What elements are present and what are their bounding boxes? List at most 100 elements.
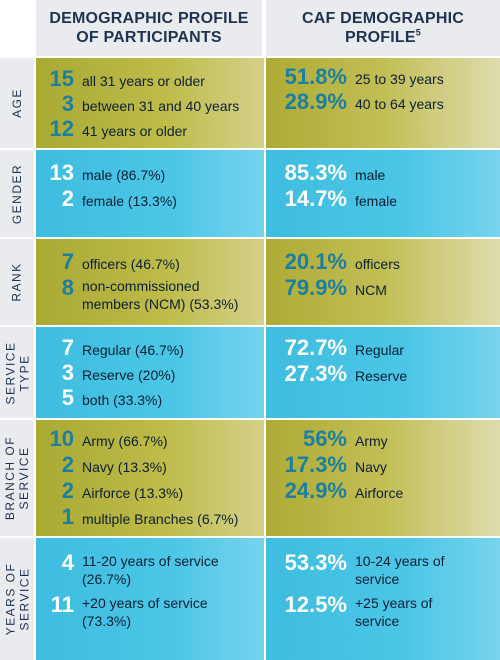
row-label-line2: SERVICE <box>17 567 31 631</box>
row-label-text: RANK <box>10 262 24 302</box>
percent-value: 85.3% <box>284 160 347 185</box>
percent-label: Navy <box>355 459 387 475</box>
percent-label: female <box>355 193 398 209</box>
percent-label: NCM <box>355 282 387 298</box>
count-label: officers (46.7%) <box>82 256 180 272</box>
percent-label: 25 to 39 years <box>355 71 444 87</box>
list-item: 1 multiple Branches (6.7%) <box>42 504 239 529</box>
percent-label: 10-24 years of service <box>355 552 445 588</box>
caf-service-type: 72.7% Regular 27.3% Reserve <box>266 327 500 418</box>
list-item: 3 Reserve (20%) <box>42 360 176 385</box>
percent-value: 53.3% <box>284 550 347 575</box>
percent-value: 24.9% <box>284 478 347 503</box>
percent-label: +25 years of service <box>355 594 432 630</box>
list-item: 72.7% Regular <box>272 337 404 359</box>
participants-branch: 10 Army (66.7%) 2 Navy (13.3%) 2 Airforce (… <box>36 420 264 536</box>
participants-years: 4 11-20 years of service (26.7%) 11 +20 yea… <box>36 538 264 660</box>
row-label-rank: RANK <box>0 239 34 325</box>
count-value: 11 <box>50 592 74 617</box>
participants-service-type: 7 Regular (46.7%) 3 Reserve (20%) 5 both (3… <box>36 327 264 418</box>
list-item: 11 +20 years of service (73.3%) <box>42 594 208 630</box>
list-item: 2 female (13.3%) <box>42 188 177 210</box>
participants-gender: 13 male (86.7%) 2 female (13.3%) <box>36 150 264 237</box>
list-item: 13 male (86.7%) <box>42 162 166 184</box>
list-item: 4 11-20 years of service (26.7%) <box>42 552 219 588</box>
row-label-line2: SERVICE <box>17 446 32 510</box>
percent-label-line1: +25 years of <box>355 595 433 611</box>
count-label-line1: 11-20 years of service <box>82 553 219 569</box>
header-caf: CAF DEMOGRAPHIC PROFILE5 <box>266 0 500 56</box>
percent-label: Army <box>355 433 388 449</box>
count-value: 8 <box>61 275 74 300</box>
row-years-of-service: YEARS OF SERVICE 4 11-20 years of service… <box>0 538 500 660</box>
percent-value: 72.7% <box>284 335 347 360</box>
participants-rank: 7 officers (46.7%) 8 non-commissioned membe… <box>36 239 264 325</box>
footnote-marker: 5 <box>415 27 421 38</box>
count-label: between 31 and 40 years <box>82 98 240 114</box>
percent-label: male <box>355 167 386 183</box>
count-label: 41 years or older <box>82 123 188 139</box>
percent-label: Regular <box>355 342 405 358</box>
count-label: 11-20 years of service (26.7%) <box>82 552 219 588</box>
participants-age: 15 all 31 years or older 3 between 31 and … <box>36 58 264 148</box>
count-value: 3 <box>61 91 74 116</box>
percent-value: 12.5% <box>284 592 347 617</box>
count-label-line2: members (NCM) (53.3%) <box>82 296 239 312</box>
percent-value: 56% <box>302 426 347 451</box>
caf-years: 53.3% 10-24 years of service 12.5% +25 year… <box>266 538 500 660</box>
list-item: 15 all 31 years or older <box>42 68 205 90</box>
list-item: 85.3% male <box>272 160 386 185</box>
row-label-years: YEARS OF SERVICE <box>0 538 34 660</box>
row-label-service-type: SERVICE TYPE <box>0 327 34 418</box>
percent-label: Reserve <box>355 368 408 384</box>
count-label-line1: +20 years of service <box>82 595 208 611</box>
count-value: 2 <box>61 478 74 503</box>
list-item: 79.9% NCM <box>272 277 387 299</box>
count-label-line1: non-commissioned <box>82 278 200 294</box>
percent-value: 17.3% <box>284 452 347 477</box>
header-caf-line1: CAF DEMOGRAPHIC <box>301 10 465 27</box>
percent-label-line1: 10-24 years of <box>355 553 445 569</box>
list-item: 27.3% Reserve <box>272 361 408 386</box>
percent-value: 27.3% <box>284 361 347 386</box>
count-value: 12 <box>49 116 74 141</box>
list-item: 28.9% 40 to 64 years <box>272 91 444 113</box>
count-label: multiple Branches (6.7%) <box>82 511 239 527</box>
list-item: 2 Navy (13.3%) <box>42 454 167 476</box>
header-participants-line2: OF PARTICIPANTS <box>76 29 222 46</box>
list-item: 7 Regular (46.7%) <box>42 337 184 359</box>
list-item: 8 non-commissioned members (NCM) (53.3%) <box>42 275 239 313</box>
row-label-text: BRANCH OF SERVICE <box>3 436 31 520</box>
row-branch-of-service: BRANCH OF SERVICE 10 Army (66.7%) 2 Navy (… <box>0 420 500 536</box>
count-label: female (13.3%) <box>82 193 177 209</box>
count-label: both (33.3%) <box>82 392 163 408</box>
percent-value: 28.9% <box>284 89 347 114</box>
row-label-line1: BRANCH OF <box>3 435 18 521</box>
count-label: non-commissioned members (NCM) (53.3%) <box>82 277 238 313</box>
row-label-text: GENDER <box>10 163 24 224</box>
list-item: 10 Army (66.7%) <box>42 428 168 450</box>
count-value: 7 <box>61 335 74 360</box>
header-participants: DEMOGRAPHIC PROFILE OF PARTICIPANTS <box>36 0 262 56</box>
percent-value: 79.9% <box>284 275 347 300</box>
row-gender: GENDER 13 male (86.7%) 2 female (13.3%) 85… <box>0 150 500 237</box>
list-item: 14.7% female <box>272 188 397 210</box>
caf-age: 51.8% 25 to 39 years 28.9% 40 to 64 years <box>266 58 500 148</box>
list-item: 12 41 years or older <box>42 116 188 141</box>
count-value: 3 <box>61 360 74 385</box>
list-item: 2 Airforce (13.3%) <box>42 480 183 502</box>
count-value: 2 <box>61 452 74 477</box>
count-label: Reserve (20%) <box>82 367 176 383</box>
count-label: +20 years of service (73.3%) <box>82 594 208 630</box>
row-label-text: AGE <box>10 88 24 118</box>
list-item: 53.3% 10-24 years of service <box>272 552 445 588</box>
list-item: 24.9% Airforce <box>272 478 404 503</box>
caf-branch: 56% Army 17.3% Navy 24.9% Airforce <box>266 420 500 536</box>
list-item: 7 officers (46.7%) <box>42 251 180 273</box>
count-value: 1 <box>61 504 74 529</box>
count-label: all 31 years or older <box>82 73 205 89</box>
row-label-gender: GENDER <box>0 150 34 237</box>
percent-label: officers <box>355 256 400 272</box>
percent-value: 14.7% <box>284 186 347 211</box>
percent-label-line2: service <box>355 613 400 629</box>
